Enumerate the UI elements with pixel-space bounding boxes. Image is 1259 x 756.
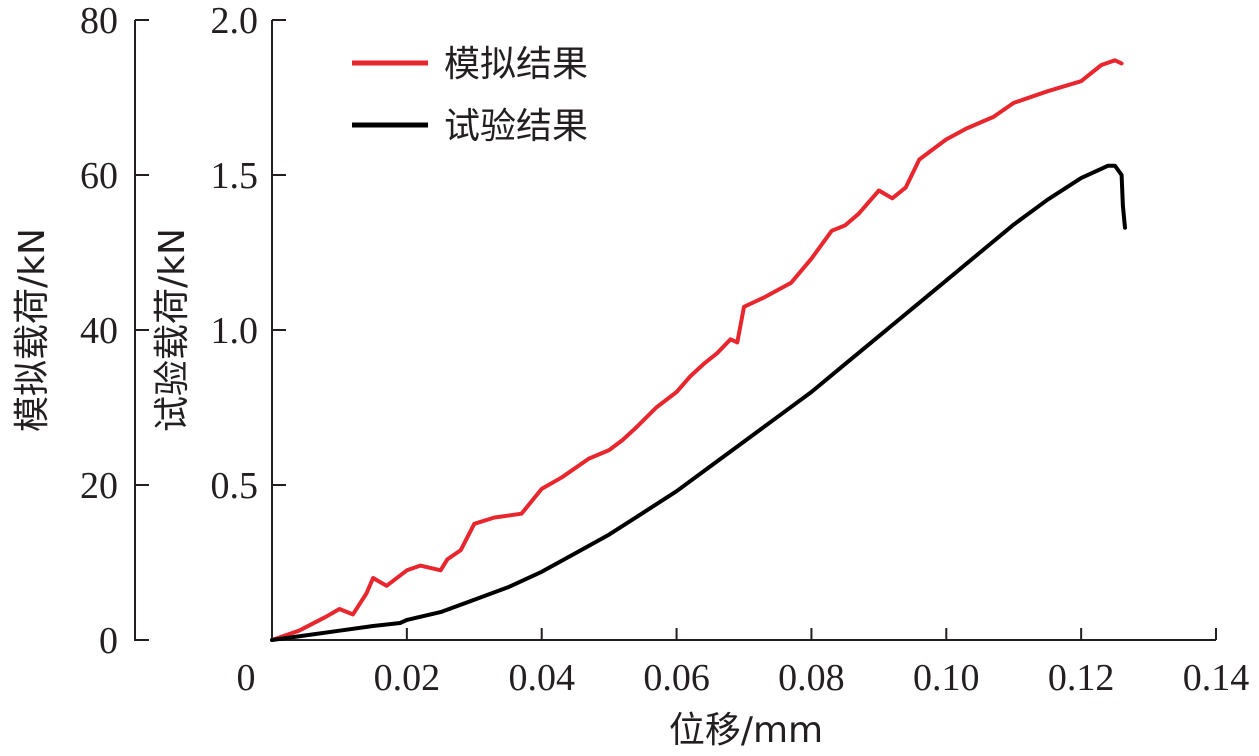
right-y-ticks: 0.5 1.0 1.5 2.0 — [211, 0, 286, 507]
x-tick-label: 0 — [237, 657, 256, 699]
x-tick-label: 0.12 — [1048, 657, 1115, 699]
left-y-ticks: 0 20 40 60 80 — [80, 0, 149, 662]
right-y-axis-title: 试验载荷/kN — [152, 228, 193, 432]
x-tick-label: 0.02 — [374, 657, 441, 699]
legend-item-simulation: 模拟结果 — [352, 44, 588, 85]
legend-item-experiment: 试验结果 — [352, 106, 588, 147]
left-y-axis: 0 20 40 60 80 模拟载荷/kN — [12, 0, 149, 662]
right-y-axis: 0.5 1.0 1.5 2.0 试验载荷/kN — [152, 0, 286, 641]
x-ticks: 0 0.02 0.04 0.06 0.08 0.10 0.12 0.14 — [237, 628, 1250, 699]
left-y-tick-label: 0 — [99, 620, 118, 662]
x-tick-label: 0.14 — [1183, 657, 1250, 699]
left-y-axis-title: 模拟载荷/kN — [12, 228, 53, 432]
left-y-tick-label: 60 — [80, 155, 118, 197]
x-tick-label: 0.04 — [508, 657, 575, 699]
right-y-tick-label: 1.0 — [211, 310, 259, 352]
x-tick-label: 0.08 — [778, 657, 845, 699]
series-line-simulation — [270, 58, 1124, 642]
right-y-tick-label: 1.5 — [211, 155, 259, 197]
series-layer — [270, 58, 1127, 642]
x-axis-title: 位移/mm — [669, 710, 823, 751]
x-tick-label: 0.10 — [913, 657, 980, 699]
right-y-tick-label: 2.0 — [211, 0, 259, 42]
legend: 模拟结果 试验结果 — [352, 44, 588, 147]
left-y-tick-label: 80 — [80, 0, 118, 42]
x-axis: 0 0.02 0.04 0.06 0.08 0.10 0.12 0.14 位移/mm — [237, 628, 1250, 751]
left-y-tick-label: 40 — [80, 310, 118, 352]
right-y-tick-label: 0.5 — [211, 465, 259, 507]
legend-label-simulation: 模拟结果 — [444, 44, 588, 85]
series-line-experiment — [270, 163, 1127, 642]
x-tick-label: 0.06 — [643, 657, 710, 699]
legend-label-experiment: 试验结果 — [444, 106, 588, 147]
left-y-tick-label: 20 — [80, 465, 118, 507]
